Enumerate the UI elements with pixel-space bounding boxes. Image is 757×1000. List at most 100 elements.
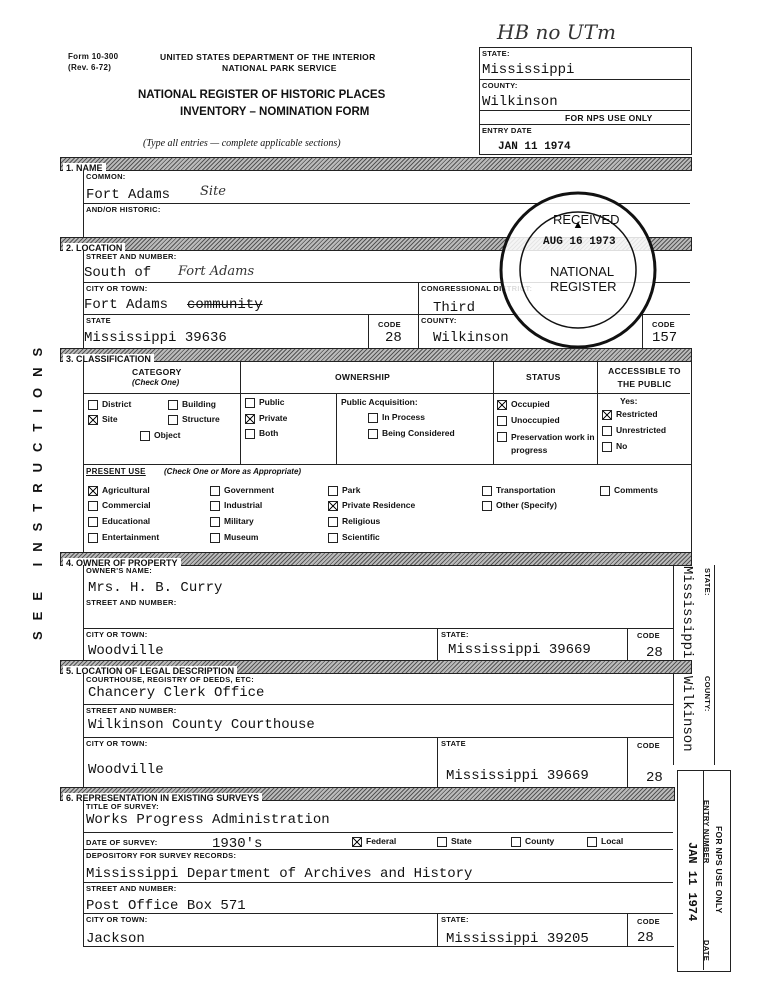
label: STREET AND NUMBER: (86, 252, 177, 261)
instructions: (Type all entries — complete applicable … (143, 138, 341, 149)
label: COURTHOUSE, REGISTRY OF DEEDS, ETC: (86, 675, 255, 684)
value: Post Office Box 571 (86, 898, 246, 914)
label: STATE (441, 739, 466, 748)
value: Mississippi (679, 566, 695, 659)
label: CITY OR TOWN: (86, 739, 148, 748)
label: COUNTY: (703, 676, 712, 712)
received-stamp: ▲ (499, 191, 657, 349)
section-bar: 3. CLASSIFICATION (60, 348, 692, 364)
value: 1930's (212, 836, 263, 852)
rule (83, 628, 673, 629)
label: FOR NPS USE ONLY (714, 826, 724, 914)
label: Building (182, 399, 216, 409)
rule (597, 361, 598, 464)
label: No (616, 441, 628, 451)
label: CODE (637, 741, 660, 750)
label: In Process (382, 412, 425, 422)
label: Museum (224, 532, 259, 542)
label: Scientific (342, 532, 380, 542)
label: County (525, 836, 555, 846)
rule (642, 314, 643, 348)
rule (83, 913, 673, 914)
stamp-text: NATIONAL (550, 264, 615, 279)
label: AND/OR HISTORIC: (86, 205, 161, 214)
service: NATIONAL PARK SERVICE (222, 63, 337, 73)
value: Mississippi 39636 (84, 330, 227, 346)
handwritten: Fort Adams (178, 264, 255, 279)
rule (479, 110, 690, 111)
grid-box (83, 800, 674, 947)
form-number: Form 10-300 (68, 52, 119, 61)
value: Fort Adams (84, 297, 169, 313)
label: Transportation (496, 485, 556, 495)
rule (437, 737, 438, 787)
section-heading: 1. NAME (63, 163, 106, 173)
column-header: STATUS (526, 372, 561, 382)
label: Site (102, 414, 118, 424)
label: STATE: (703, 568, 712, 596)
label: Both (259, 428, 279, 438)
label: Park (342, 485, 361, 495)
value: Third (433, 300, 476, 316)
value: Mississippi Department of Archives and H… (86, 866, 473, 882)
label: Being Considered (382, 428, 455, 438)
value: Jackson (86, 931, 145, 947)
rule (83, 250, 84, 348)
label: Preservation work in progress (511, 432, 595, 455)
rule (437, 913, 438, 946)
label: Entertainment (102, 532, 160, 542)
label: FOR NPS USE ONLY (565, 113, 653, 123)
label: STATE: (441, 630, 469, 639)
rule (336, 393, 337, 464)
rule (83, 849, 673, 850)
label: DATE OF SURVEY: (86, 838, 158, 847)
label: Commercial (102, 500, 151, 510)
rule (83, 393, 690, 394)
label: CONGRESSIONAL DISTRICT: (421, 284, 533, 293)
section-bar: 4. OWNER OF PROPERTY (60, 552, 692, 568)
value: Mrs. H. B. Curry (88, 580, 223, 596)
value: 28 (385, 330, 402, 346)
label: Object (154, 430, 181, 440)
label: Local (601, 836, 624, 846)
grid-box (83, 673, 674, 787)
label: ENTRY DATE (482, 126, 532, 135)
label: Agricultural (102, 485, 150, 495)
label: Restricted (616, 409, 658, 419)
section-bar: 1. NAME (60, 157, 692, 173)
section-heading: 6. REPRESENTATION IN EXISTING SURVEYS (63, 793, 263, 803)
label: STREET AND NUMBER: (86, 884, 177, 893)
form-revision: (Rev. 6-72) (68, 63, 112, 72)
value: Wilkinson (679, 676, 695, 752)
stamp-date: AUG 16 1973 (543, 236, 616, 248)
column-header: CATEGORY (132, 367, 182, 377)
section-heading: 5. LOCATION OF LEGAL DESCRIPTION (63, 666, 238, 676)
rule (83, 203, 690, 204)
rule (83, 882, 673, 883)
column-note: (Check One) (132, 378, 180, 387)
value: 28 (637, 930, 654, 946)
column-header: ACCESSIBLE TO THE PUBLIC (608, 366, 681, 389)
label: Private Residence (342, 500, 416, 510)
label: Public Acquisition: (341, 397, 418, 407)
handwritten-note: HB no UTm (497, 20, 616, 44)
value: Mississippi 39669 (446, 768, 589, 784)
value: Mississippi 39205 (446, 931, 589, 947)
section-heading: 2. LOCATION (63, 243, 126, 253)
value: Wilkinson (482, 94, 558, 110)
label: CITY OR TOWN: (86, 284, 148, 293)
label: TITLE OF SURVEY: (86, 802, 159, 811)
rule (83, 314, 690, 315)
handwritten: Site (200, 184, 226, 199)
label: Religious (342, 516, 381, 526)
department: UNITED STATES DEPARTMENT OF THE INTERIOR (160, 52, 376, 62)
label: Occupied (511, 399, 550, 409)
side-nps-box (677, 770, 731, 972)
value: Mississippi 39669 (448, 642, 591, 658)
label: DEPOSITORY FOR SURVEY RECORDS: (86, 851, 237, 860)
label: State (451, 836, 472, 846)
grid-box (83, 361, 692, 465)
label: Federal (366, 836, 397, 846)
rule (493, 361, 494, 464)
